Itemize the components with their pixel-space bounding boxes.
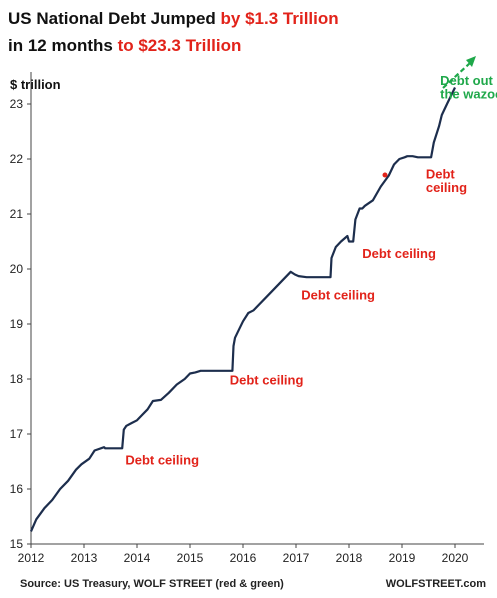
y-tick-label: 16 xyxy=(10,482,24,496)
y-tick-label: 15 xyxy=(10,537,24,551)
y-tick-label: 17 xyxy=(10,427,24,441)
x-tick-label: 2017 xyxy=(283,551,310,565)
x-tick-label: 2012 xyxy=(18,551,45,565)
y-tick-label: 21 xyxy=(10,207,24,221)
x-tick-label: 2020 xyxy=(442,551,469,565)
y-tick-label: 23 xyxy=(10,97,24,111)
series-group xyxy=(29,87,456,532)
x-axis-ticks: 2012 2013 2014 2015 2016 2017 2018 2019 2020 xyxy=(18,544,469,565)
title-line-2-red: to $23.3 Trillion xyxy=(118,36,242,55)
wazoo-arrow xyxy=(442,56,476,89)
x-tick-label: 2013 xyxy=(71,551,98,565)
title-line-1-red: by $1.3 Trillion xyxy=(221,9,339,28)
x-tick-label: 2015 xyxy=(177,551,204,565)
y-tick-label: 18 xyxy=(10,372,24,386)
chart-title-line-2: in 12 months to $23.3 Trillion xyxy=(8,36,241,55)
red-marker-dot xyxy=(382,172,388,178)
x-tick-label: 2018 xyxy=(336,551,363,565)
y-tick-label: 19 xyxy=(10,317,24,331)
y-axis-unit-label: $ trillion xyxy=(10,77,61,92)
annotation-label: Debt ceiling xyxy=(301,287,375,302)
annotation-label: Debt xyxy=(426,166,456,181)
annotations: Debt ceiling Debt ceiling Debt ceiling Debt… xyxy=(125,73,497,468)
annotation-label: Debt ceiling xyxy=(125,452,199,467)
title-line-1-black: US National Debt Jumped xyxy=(8,9,221,28)
chart-title-line-1: US National Debt Jumped by $1.3 Trillion xyxy=(8,9,339,28)
annotation-label: Debt out xyxy=(440,73,493,88)
x-tick-label: 2014 xyxy=(124,551,151,565)
x-tick-label: 2016 xyxy=(230,551,257,565)
annotation-label: Debt ceiling xyxy=(362,246,436,261)
y-tick-label: 22 xyxy=(10,152,24,166)
annotation-label: Debt ceiling xyxy=(230,373,304,388)
debt-series-line xyxy=(29,87,456,532)
annotation-label: ceiling xyxy=(426,180,467,195)
y-axis-ticks: 15 16 17 18 19 20 21 22 23 xyxy=(10,97,31,551)
title-line-2-black: in 12 months xyxy=(8,36,118,55)
axes xyxy=(30,72,484,545)
brand-text: WOLFSTREET.com xyxy=(386,578,486,590)
y-tick-label: 20 xyxy=(10,262,24,276)
annotation-label: the wazoo xyxy=(440,87,497,102)
x-tick-label: 2019 xyxy=(389,551,416,565)
source-text: Source: US Treasury, WOLF STREET (red & … xyxy=(20,578,284,590)
